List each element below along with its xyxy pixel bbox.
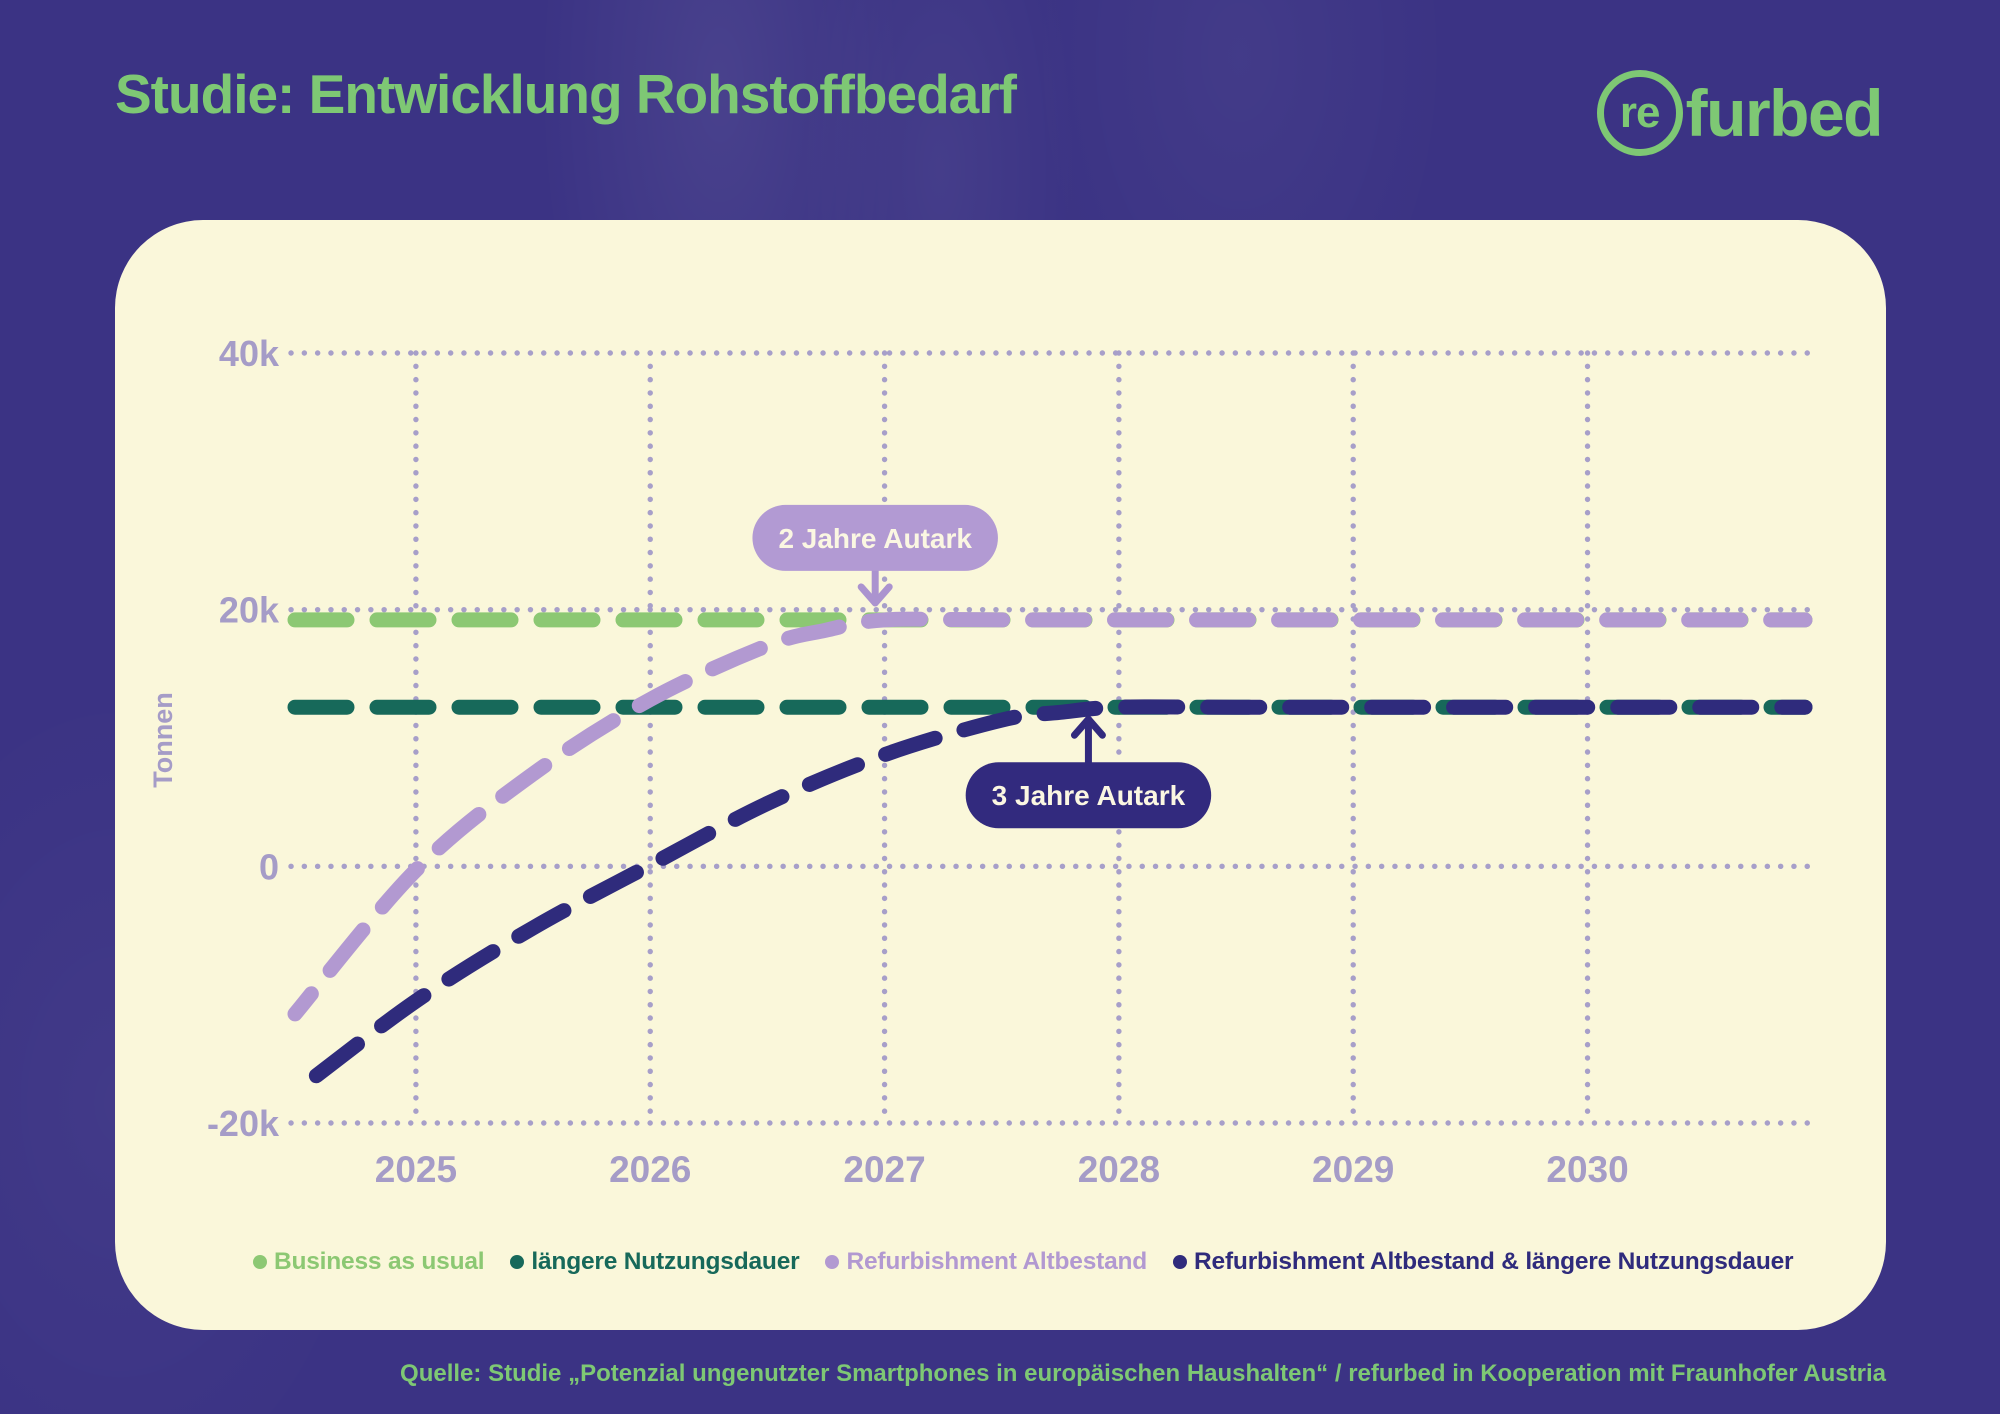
series-line-refurbishment-altbestand-l-ngere-nutzung bbox=[287, 699, 1813, 1100]
legend-item-l-ngere-nutzungsdauer: längere Nutzungsdauer bbox=[510, 1248, 800, 1276]
refurbed-logo: re furbed bbox=[1596, 70, 1884, 156]
legend-item-business-as-usual: Business as usual bbox=[253, 1248, 485, 1276]
x-tick-label: 2030 bbox=[1546, 1149, 1628, 1190]
annotations: 2 Jahre Autark 3 Jahre Autark bbox=[752, 504, 1212, 829]
y-tick-label: 0 bbox=[259, 846, 279, 887]
legend-dot-icon bbox=[1173, 1255, 1188, 1269]
annotation-label: 2 Jahre Autark bbox=[778, 523, 972, 554]
x-tick-label: 2029 bbox=[1312, 1149, 1394, 1190]
axis-labels: 40k 20k 0 -20k 2025 2026 2027 2028 2029 2030 Tonne… bbox=[148, 333, 1629, 1190]
series-lines bbox=[287, 611, 1813, 1100]
y-tick-label: -20k bbox=[207, 1103, 280, 1144]
legend-label: längere Nutzungsdauer bbox=[531, 1248, 800, 1275]
legend-item-refurbishment-altbestand-l-ngere-nutzung: Refurbishment Altbestand & längere Nutzu… bbox=[1173, 1248, 1794, 1276]
legend-dot-icon bbox=[825, 1255, 840, 1269]
grid-lines bbox=[288, 350, 1812, 1126]
legend-item-refurbishment-altbestand: Refurbishment Altbestand bbox=[825, 1248, 1147, 1276]
y-tick-label: 40k bbox=[219, 333, 280, 374]
chart-legend: Business as usual längere Nutzungsdauer Re… bbox=[253, 1248, 1846, 1276]
y-tick-label: 20k bbox=[219, 590, 280, 631]
legend-label: Business as usual bbox=[274, 1248, 485, 1275]
chart-svg: 40k 20k 0 -20k 2025 2026 2027 2028 2029 2030 Tonne… bbox=[148, 333, 1813, 1190]
legend-dot-icon bbox=[253, 1255, 267, 1269]
legend-label: Refurbishment Altbestand & längere Nutzu… bbox=[1194, 1248, 1794, 1275]
x-tick-label: 2026 bbox=[609, 1149, 691, 1190]
chart-card: 40k 20k 0 -20k 2025 2026 2027 2028 2029 2030 Tonne… bbox=[115, 220, 1886, 1330]
annotation-arrowhead-icon bbox=[1070, 715, 1106, 739]
logo-re-circle: re bbox=[1596, 70, 1683, 156]
source-attribution: Quelle: Studie „Potenzial ungenutzter Sm… bbox=[400, 1360, 1886, 1387]
page-title: Studie: Entwicklung Rohstoffbedarf bbox=[115, 63, 1017, 125]
annotation-pill bbox=[752, 504, 998, 571]
y-axis-title: Tonnen bbox=[148, 692, 178, 787]
x-tick-label: 2028 bbox=[1078, 1149, 1160, 1190]
logo-suffix-text: furbed bbox=[1685, 76, 1884, 150]
annotation-label: 3 Jahre Autark bbox=[992, 780, 1186, 811]
annotation-arrowhead-icon bbox=[857, 583, 893, 607]
legend-label: Refurbishment Altbestand bbox=[846, 1248, 1148, 1275]
chart-area: 40k 20k 0 -20k 2025 2026 2027 2028 2029 2030 Tonne… bbox=[115, 220, 1886, 1330]
x-tick-label: 2025 bbox=[375, 1149, 457, 1190]
legend-dot-icon bbox=[510, 1255, 525, 1269]
x-tick-label: 2027 bbox=[843, 1149, 925, 1190]
series-line-refurbishment-altbestand bbox=[287, 611, 1813, 1022]
annotation-pill bbox=[965, 762, 1212, 829]
